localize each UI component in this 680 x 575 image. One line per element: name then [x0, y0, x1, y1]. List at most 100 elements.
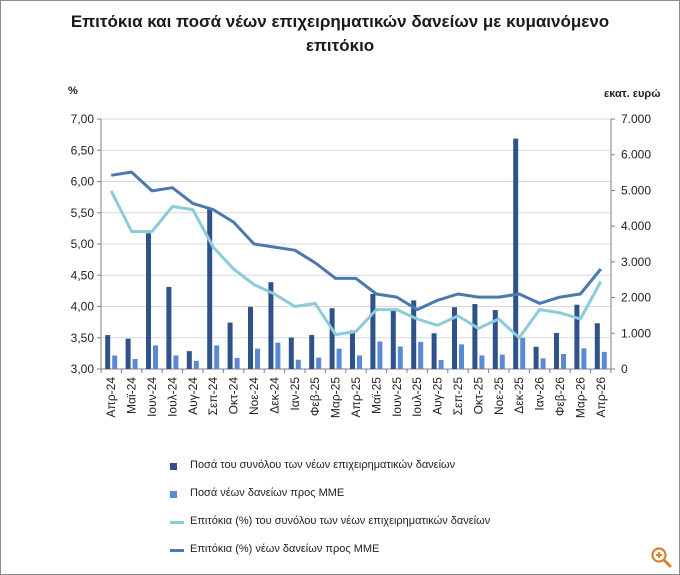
bar-total-amount — [166, 286, 172, 369]
bar-sme-amount — [499, 354, 505, 369]
left-tick-label: 6,00 — [71, 175, 95, 189]
bar-total-amount — [452, 307, 457, 369]
bar-total-amount — [146, 233, 151, 369]
bar-total-amount — [105, 335, 111, 369]
legend-label-total-rate: Επιτόκια (%) του συνόλου των νέων επιχει… — [190, 515, 491, 527]
bar-sme-amount — [438, 360, 444, 369]
left-tick-label: 3,00 — [71, 362, 95, 376]
bar-sme-amount — [275, 342, 281, 369]
zoom-icon[interactable] — [650, 546, 672, 568]
x-tick-label: Απρ-24 — [104, 377, 118, 418]
bar-total-amount — [207, 208, 213, 369]
right-tick-label: 7.000 — [621, 112, 651, 126]
x-axis-ticks: Απρ-24 Μαϊ-24 Ιουν-24 Ιουλ-24 Αυγ-24 Σεπ-24 Οκ… — [104, 377, 608, 418]
bar-sme-amount — [234, 357, 240, 369]
axes — [97, 118, 615, 373]
x-tick-label: Οκτ-25 — [471, 377, 485, 415]
bar-sme-amount — [397, 346, 403, 369]
bar-total-amount — [125, 338, 131, 369]
gridlines — [101, 118, 611, 339]
line-sme-rate — [110, 170, 602, 312]
right-axis-unit: εκατ. ευρώ — [604, 88, 661, 100]
x-tick-label: Ιουν-24 — [145, 377, 159, 417]
x-tick-label: Δεκ-25 — [512, 377, 526, 414]
bar-sme-amount — [459, 344, 464, 369]
legend-swatch-total-rate — [170, 521, 184, 524]
x-tick-label: Απρ-26 — [594, 377, 608, 418]
bar-total-amount — [390, 309, 396, 369]
bar-sme-amount — [173, 355, 179, 369]
x-tick-label: Ιουν-25 — [390, 377, 404, 417]
right-axis-ticks: 0 1.000 2.000 3.000 4.000 5.000 6.000 7.000 — [621, 112, 651, 376]
x-tick-label: Απρ-25 — [349, 377, 363, 418]
left-tick-label: 5,00 — [71, 237, 95, 251]
bar-total-amount — [411, 300, 417, 369]
legend-item-sme-amount: Ποσά νέων δανείων προς ΜΜΕ — [170, 484, 590, 512]
bar-total-amount — [492, 310, 498, 369]
x-tick-label: Αυγ-25 — [431, 377, 445, 415]
bar-sme-amount — [316, 357, 322, 369]
right-tick-label: 3.000 — [621, 255, 651, 269]
legend-item-total-amount: Ποσά του συνόλου των νέων επιχειρηματικώ… — [170, 456, 590, 484]
bar-sme-amount — [377, 341, 383, 369]
left-tick-label: 4,50 — [71, 268, 95, 282]
chart-title: Επιτόκια και ποσά νέων επιχειρηματικών δ… — [70, 12, 610, 55]
bar-sme-amount — [336, 348, 342, 369]
x-tick-label: Οκτ-24 — [227, 377, 241, 415]
legend: Ποσά του συνόλου των νέων επιχειρηματικώ… — [170, 456, 590, 568]
x-tick-label: Σεπ-24 — [206, 377, 220, 416]
bar-total-amount — [329, 308, 335, 369]
bar-sme-amount — [540, 358, 546, 369]
bar-sme-amount — [112, 355, 118, 369]
legend-swatch-sme-rate — [170, 549, 184, 552]
bar-sme-amount — [357, 355, 362, 369]
x-tick-label: Ιουλ-24 — [165, 377, 179, 417]
bar-total-amount — [227, 322, 233, 369]
right-tick-label: 1.000 — [621, 326, 651, 340]
bar-sme-amount — [581, 348, 587, 369]
x-tick-label: Μαρ-25 — [329, 377, 343, 418]
bar-total-amount — [554, 332, 559, 369]
left-tick-label: 4,00 — [71, 300, 95, 314]
right-tick-label: 0 — [621, 362, 628, 376]
x-tick-label: Ιαν-26 — [533, 377, 547, 411]
bar-total-amount — [186, 351, 192, 369]
bar-sme-amount — [255, 348, 260, 369]
bar-sme-amount — [520, 337, 526, 369]
legend-label-total-amount: Ποσά του συνόλου των νέων επιχειρηματικώ… — [190, 459, 456, 471]
x-tick-label: Ιουλ-25 — [410, 377, 424, 417]
bar-total-amount — [472, 304, 478, 369]
bar-total-amount — [288, 337, 294, 369]
x-tick-label: Μαρ-26 — [573, 377, 587, 418]
left-axis-ticks: 3,00 3,50 4,00 4,50 5,00 5,50 6,00 6,50 7,00 — [71, 112, 95, 376]
legend-label-sme-rate: Επιτόκια (%) νέων δανείων προς ΜΜΕ — [190, 543, 380, 555]
legend-item-total-rate: Επιτόκια (%) του συνόλου των νέων επιχει… — [170, 512, 590, 540]
x-tick-label: Αυγ-24 — [186, 377, 200, 415]
left-axis-unit: % — [68, 85, 78, 97]
bar-total-amount — [574, 304, 580, 369]
bar-total-amount — [268, 282, 274, 369]
x-tick-label: Μαϊ-24 — [125, 377, 139, 414]
x-tick-label: Νοε-24 — [247, 377, 261, 415]
bar-series — [105, 138, 607, 369]
left-tick-label: 3,50 — [71, 331, 95, 345]
right-tick-label: 5.000 — [621, 183, 651, 197]
line-total-rate — [109, 190, 603, 340]
x-tick-label: Φεβ-26 — [553, 377, 567, 416]
bar-sme-amount — [601, 351, 607, 369]
bar-sme-amount — [214, 345, 220, 369]
bar-total-amount — [533, 346, 539, 369]
x-tick-label: Μαϊ-25 — [369, 377, 383, 414]
bar-total-amount — [513, 138, 519, 369]
bar-total-amount — [309, 335, 315, 369]
x-tick-label: Φεβ-25 — [308, 377, 322, 416]
bar-total-amount — [594, 323, 600, 369]
right-tick-label: 6.000 — [621, 148, 651, 162]
line-series — [109, 170, 603, 340]
left-tick-label: 7,00 — [71, 112, 95, 126]
legend-label-sme-amount: Ποσά νέων δανείων προς ΜΜΕ — [190, 487, 345, 499]
bar-sme-amount — [132, 359, 138, 369]
right-tick-label: 2.000 — [621, 291, 651, 305]
